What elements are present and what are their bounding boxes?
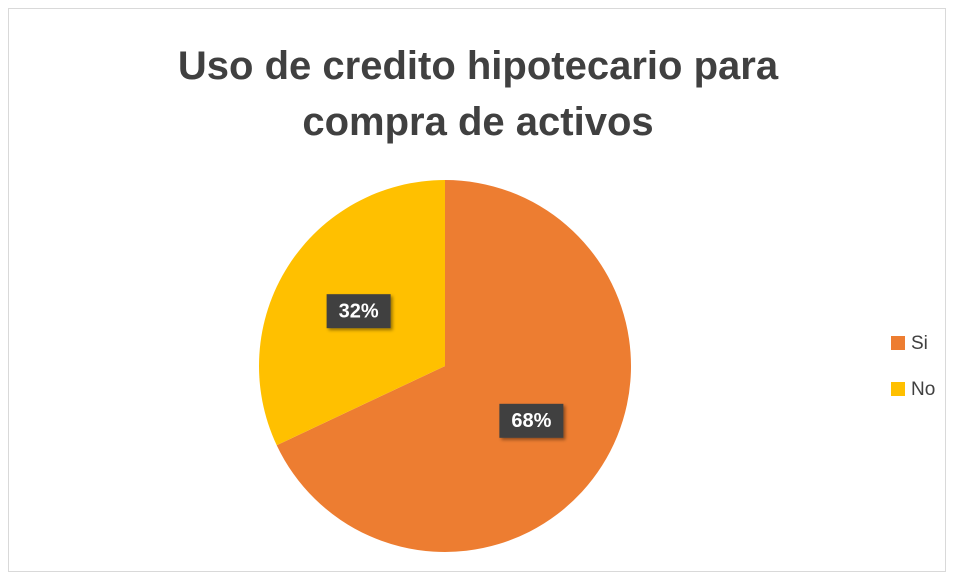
legend-label: Si bbox=[911, 333, 928, 354]
chart-title: Uso de credito hipotecario para compra d… bbox=[177, 44, 779, 144]
label-box bbox=[326, 294, 391, 329]
legend-label: No bbox=[911, 379, 935, 400]
legend-swatch bbox=[891, 382, 905, 396]
data-label: 32% bbox=[339, 300, 379, 322]
pie-slice bbox=[276, 180, 631, 553]
data-label: 68% bbox=[511, 410, 551, 432]
label-box bbox=[499, 403, 564, 438]
legend-swatch bbox=[891, 336, 905, 350]
chart-frame bbox=[8, 8, 946, 572]
